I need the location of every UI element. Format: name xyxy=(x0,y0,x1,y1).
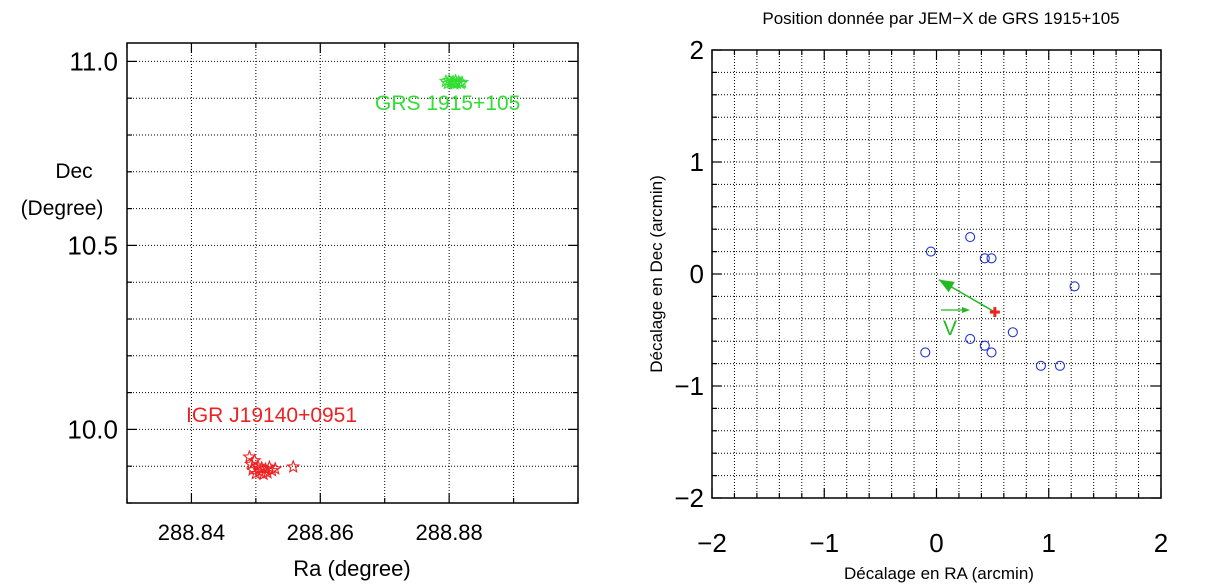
right-x-tick-label: −1 xyxy=(809,528,839,558)
star-point-igr xyxy=(286,459,301,474)
left-grid xyxy=(127,43,578,503)
offset-circle-point xyxy=(925,246,936,257)
left-y-tick-label: 11.0 xyxy=(69,46,118,76)
left-plot-frame xyxy=(126,42,579,504)
offset-circle-point xyxy=(965,333,976,345)
right-chart-title: Position donnée par JEM−X de GRS 1915+10… xyxy=(762,9,1119,28)
offset-circle-point xyxy=(965,231,976,243)
velocity-arrow-head xyxy=(962,307,970,313)
offset-circle-point xyxy=(1054,360,1066,371)
left-chart: 288.84 288.86 288.88 10.0 10.5 11.0 GRS 1915… xyxy=(21,42,579,581)
left-y-tick-label: 10.0 xyxy=(67,414,118,444)
offset-circle-point xyxy=(1007,327,1018,338)
right-y-tick-label: 2 xyxy=(690,35,704,65)
left-y-axis-label-line2: (Degree) xyxy=(21,197,104,220)
right-x-axis-label: Décalage en RA (arcmin) xyxy=(844,564,1034,583)
velocity-label: V xyxy=(943,317,957,340)
left-x-axis-label: Ra (degree) xyxy=(293,556,410,581)
right-x-tick-label: −2 xyxy=(697,528,727,558)
right-chart: Position donnée par JEM−X de GRS 1915+10… xyxy=(647,9,1168,583)
right-x-tick-label: 1 xyxy=(1042,528,1056,558)
left-points xyxy=(242,73,470,481)
right-x-tick-label: 2 xyxy=(1154,528,1168,558)
star-point-igr xyxy=(268,461,283,475)
left-x-tick-label: 288.88 xyxy=(415,520,482,545)
offset-circle-point xyxy=(986,253,997,264)
offset-circle-point xyxy=(979,253,990,264)
left-x-tick-label: 288.86 xyxy=(287,520,354,545)
right-x-tick-label: 0 xyxy=(929,528,943,558)
right-y-tick-label: 1 xyxy=(690,147,704,177)
series-label-igr: IGR J19140+0951 xyxy=(186,404,357,427)
right-y-tick-label: −1 xyxy=(674,371,704,401)
offset-circle-point xyxy=(920,347,931,358)
left-y-axis-label-line1: Dec xyxy=(55,160,92,183)
right-y-tick-label: −2 xyxy=(674,483,704,513)
series-label-grs: GRS 1915+105 xyxy=(375,92,520,115)
right-annotations: V xyxy=(938,278,996,340)
direction-arrow-head xyxy=(938,279,955,293)
offset-circle-point xyxy=(986,347,997,358)
right-y-axis-label: Décalage en Dec (arcmin) xyxy=(647,175,666,372)
right-grid xyxy=(712,50,1161,498)
right-y-tick-labels: −2 −1 0 1 2 xyxy=(674,35,704,513)
left-y-tick-labels: 10.0 10.5 11.0 xyxy=(67,46,118,444)
right-x-tick-labels: −2 −1 0 1 2 xyxy=(697,528,1168,558)
star-point-igr xyxy=(247,453,262,467)
left-x-tick-label: 288.84 xyxy=(158,520,225,545)
offset-circle-point xyxy=(1035,360,1046,371)
right-plot-frame xyxy=(711,49,1162,499)
right-y-tick-label: 0 xyxy=(690,259,704,289)
star-point-grs xyxy=(454,74,470,89)
left-x-tick-labels: 288.84 288.86 288.88 xyxy=(158,520,483,545)
offset-circle-point xyxy=(1069,281,1080,292)
right-points xyxy=(920,231,1080,371)
offset-circle-point xyxy=(979,340,990,351)
left-y-tick-label: 10.5 xyxy=(67,230,118,260)
star-point-igr xyxy=(245,462,260,476)
